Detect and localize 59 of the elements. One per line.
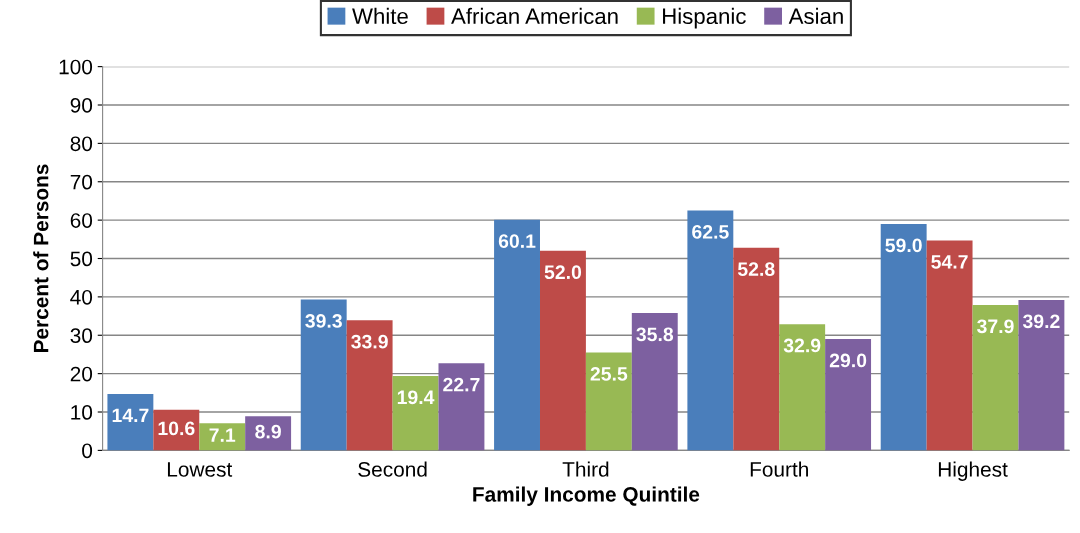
- data-label: 10.6: [158, 421, 195, 436]
- data-label: 25.5: [590, 367, 628, 381]
- y-tick-label: 100: [59, 59, 93, 75]
- x-axis-title: Family Income Quintile: [473, 486, 700, 506]
- bar: [733, 247, 780, 451]
- data-label: 19.4: [397, 390, 435, 405]
- legend-label: Hispanic: [663, 7, 746, 29]
- legend-label: White: [352, 7, 408, 25]
- y-tick-label: 50: [70, 251, 93, 267]
- y-tick-label: 70: [70, 174, 93, 190]
- bar: [880, 223, 927, 451]
- bar: [779, 324, 826, 451]
- data-label: 8.9: [255, 424, 281, 439]
- data-label: 14.7: [112, 408, 149, 423]
- bar: [585, 352, 632, 451]
- y-axis-title: Percent of Persons: [33, 164, 49, 353]
- bar: [825, 339, 872, 451]
- bar: [346, 320, 393, 451]
- x-tick-label: Highest: [938, 461, 1008, 481]
- bar: [494, 219, 540, 451]
- x-tick-label: Fourth: [750, 461, 808, 477]
- bar: [631, 313, 678, 451]
- bar: [438, 363, 485, 451]
- y-tick-label: 10: [71, 405, 93, 420]
- data-label: 37.9: [977, 319, 1014, 334]
- data-label: 33.9: [351, 334, 388, 349]
- bar: [300, 299, 347, 451]
- data-label: 39.3: [305, 314, 342, 328]
- y-tick-label: 20: [70, 366, 93, 382]
- bar: [392, 375, 439, 451]
- y-tick-label: 90: [70, 98, 93, 113]
- data-label: 52.8: [737, 262, 775, 276]
- x-tick-label: Second: [358, 461, 427, 477]
- y-tick-label: 30: [70, 328, 93, 344]
- data-label: 52.0: [544, 265, 582, 280]
- bar: [1018, 299, 1065, 451]
- y-tick-label: 40: [70, 289, 93, 305]
- data-label: 32.9: [783, 338, 821, 353]
- x-tick-label: Third: [562, 461, 609, 477]
- bar: [107, 393, 154, 451]
- legend-label: African American: [451, 7, 618, 25]
- data-label: 59.0: [885, 238, 922, 253]
- y-tick-label: 80: [70, 136, 93, 152]
- bar: [972, 304, 1019, 451]
- y-tick-label: 60: [70, 213, 93, 228]
- bar: [926, 240, 973, 451]
- data-label: 29.0: [829, 353, 867, 368]
- legend-label: Asian: [788, 7, 843, 25]
- data-label: 39.2: [1022, 314, 1060, 329]
- y-tick-label: 0: [82, 443, 93, 459]
- data-label: 22.7: [443, 377, 480, 392]
- bar: [539, 250, 586, 451]
- data-label: 54.7: [931, 255, 968, 269]
- x-tick-label: Lowest: [167, 462, 233, 477]
- data-label: 60.1: [498, 234, 536, 248]
- bar: [687, 210, 734, 451]
- data-label: 35.8: [636, 327, 674, 342]
- data-label: 7.1: [209, 428, 236, 442]
- data-label: 62.5: [692, 225, 729, 239]
